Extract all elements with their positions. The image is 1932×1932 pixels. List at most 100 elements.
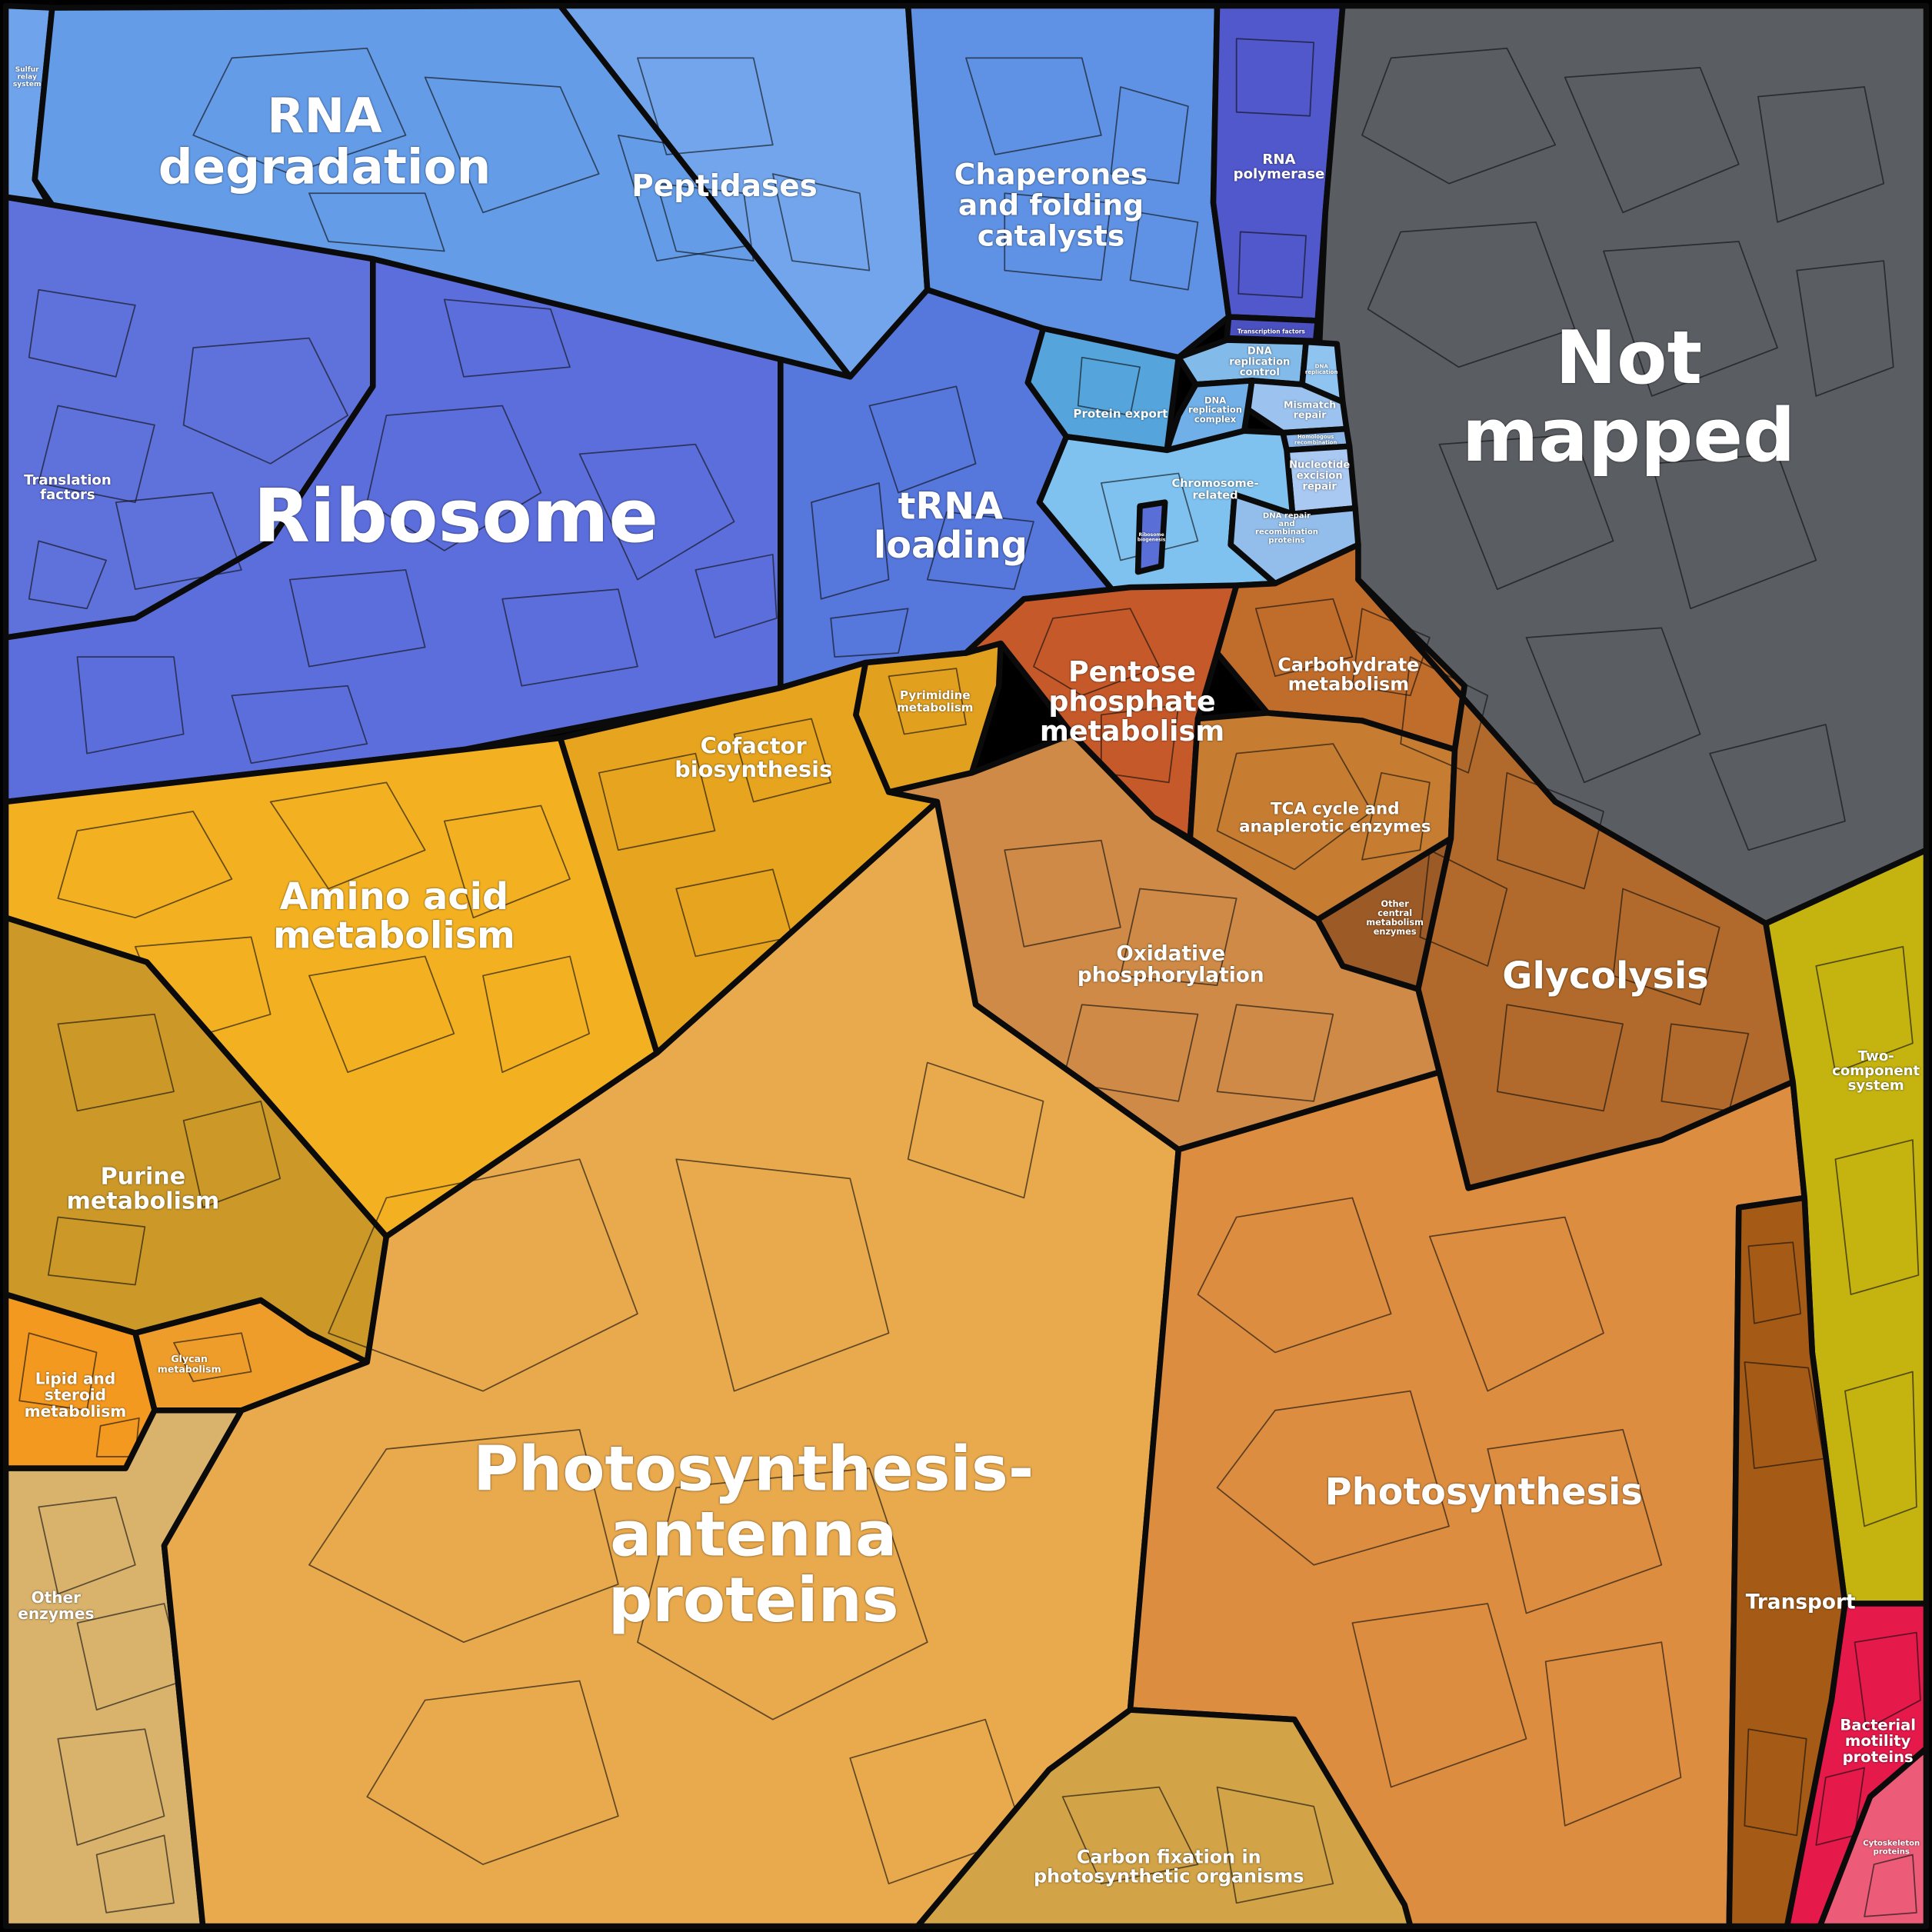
label-carbon-fixation: Carbon fixation inphotosynthetic organis…	[1034, 1846, 1304, 1887]
subcell-ribosome-0	[182, 337, 349, 465]
subcell-two-component-system-2	[1844, 1371, 1917, 1527]
subcell-cofactor-biosynthesis-0	[598, 752, 716, 851]
subcell-photosynthesis-3	[1487, 1429, 1663, 1614]
subcell-chromosome-related-0	[1100, 472, 1199, 561]
subcell-peptidases-1	[771, 173, 871, 271]
subcell-photosynthesis-5	[1544, 1641, 1682, 1827]
label-pentose-phosphate-metabolism: Pentose phosphate metabolism	[1040, 655, 1224, 748]
subcell-chaperones-folding-catalysts-1	[1110, 86, 1189, 185]
subcell-not-mapped-7	[1651, 453, 1817, 610]
subcell-translation-factors-0	[28, 288, 136, 378]
label-bacterial-motility-proteins: Bacterialmotilityproteins	[1840, 1716, 1916, 1766]
label-rna-degradation: RNA degradation	[158, 88, 491, 195]
subcell-photosynthesis-antenna-proteins-6	[907, 1061, 1044, 1199]
region-ribosome-biogenesis	[1134, 499, 1168, 575]
subcell-glycolysis-2	[1612, 888, 1720, 1006]
subcell-two-component-system-0	[1815, 946, 1914, 1074]
subcell-not-mapped-8	[1525, 627, 1701, 784]
subcell-ribosome-4	[288, 569, 426, 668]
subcell-amino-acid-metabolism-1	[269, 781, 426, 890]
subcell-cofactor-biosynthesis-1	[733, 718, 832, 803]
label-purine-metabolism: Purine metabolism	[66, 1163, 219, 1214]
subcell-lipid-steroid-metabolism-0	[18, 1332, 98, 1411]
subcell-bacterial-motility-proteins-0	[1854, 1631, 1921, 1730]
subcell-purine-metabolism-0	[57, 1013, 175, 1112]
label-sulfur-relay-system: Sulfurrelaysystem	[13, 66, 42, 88]
subcell-not-mapped-1	[1564, 67, 1740, 214]
subcell-pentose-phosphate-metabolism-1	[1100, 705, 1180, 784]
subcell-photosynthesis-1	[1429, 1216, 1604, 1392]
label-transcription-factors: Transcription factors	[1237, 328, 1306, 335]
label-other-central-metabolism-enzymes: Othercentralmetabolismenzymes	[1366, 899, 1424, 937]
subcell-photosynthesis-antenna-proteins-1	[675, 1158, 890, 1392]
subcell-oxidative-phosphorylation-1	[1120, 888, 1237, 986]
subcell-not-mapped-4	[1603, 241, 1778, 397]
label-ribosome-biogenesis: Ribosomebiogenesis	[1138, 532, 1166, 542]
subcell-transport-0	[1747, 1241, 1802, 1324]
subcell-photosynthesis-antenna-proteins-3	[637, 1467, 928, 1720]
subcell-photosynthesis-antenna-proteins-0	[328, 1158, 638, 1392]
subcell-other-enzymes-3	[95, 1834, 175, 1914]
label-translation-factors: Translationfactors	[24, 472, 112, 503]
subcell-other-enzymes-2	[57, 1728, 165, 1846]
subcell-ribosome-1	[366, 405, 542, 551]
subcell-amino-acid-metabolism-4	[308, 955, 455, 1074]
subcell-transport-1	[1744, 1361, 1825, 1469]
label-peptidases: Peptidases	[631, 169, 818, 204]
subcell-protein-export-0	[1077, 356, 1141, 416]
subcell-ribosome-5	[501, 588, 638, 687]
label-chromosome-related: Chromosome-related	[1172, 477, 1259, 501]
subcell-pentose-phosphate-metabolism-0	[1033, 608, 1161, 697]
subcell-carbon-fixation-0	[1061, 1786, 1199, 1885]
subcell-two-component-system-1	[1834, 1139, 1920, 1295]
label-nucleotide-excision-repair: Nucleotideexcisionrepair	[1289, 460, 1350, 493]
label-glycolysis: Glycolysis	[1502, 955, 1708, 998]
subcell-glycolysis-1	[1496, 771, 1604, 890]
label-photosynthesis: Photosynthesis	[1325, 1471, 1643, 1514]
subcell-glycan-metabolism-0	[173, 1332, 252, 1382]
subcell-ribosome-2	[578, 443, 735, 581]
label-oxidative-phosphorylation: Oxidative phosphorylation	[1078, 943, 1264, 988]
subcell-photosynthesis-antenna-proteins-2	[308, 1429, 619, 1644]
subcell-other-enzymes-0	[38, 1496, 136, 1595]
subcell-tca-cycle-0	[1216, 743, 1373, 871]
label-glycan-metabolism: Glycanmetabolism	[158, 1353, 222, 1374]
label-not-mapped: Not mapped	[1462, 315, 1796, 478]
subcell-rna-polymerase-1	[1237, 231, 1307, 298]
subcell-ribosome-3	[115, 491, 242, 591]
subcell-cytoskeleton-proteins-0	[1864, 1854, 1917, 1917]
subcell-amino-acid-metabolism-2	[443, 804, 571, 919]
label-trna-loading: tRNA loading	[874, 486, 1028, 568]
label-dna-replication: DNAreplication	[1305, 363, 1338, 375]
label-amino-acid-metabolism: Amino acid metabolism	[273, 876, 515, 958]
subcell-translation-factors-2	[28, 540, 108, 610]
label-transport: Transport	[1746, 1591, 1856, 1614]
label-chaperones-folding-catalysts: Chaperones and folding catalysts	[954, 158, 1148, 253]
label-carbohydrate-metabolism: Carbohydratemetabolism	[1277, 654, 1419, 695]
subcell-not-mapped-3	[1367, 222, 1576, 368]
subcell-trna-loading-1	[926, 511, 1034, 591]
subcell-transport-2	[1744, 1728, 1807, 1837]
label-homologous-recombination: Homologousrecombination	[1294, 434, 1337, 445]
subcell-not-mapped-0	[1361, 47, 1557, 185]
subcell-chaperones-folding-catalysts-2	[1004, 192, 1112, 281]
subcell-rna-degradation-3	[308, 192, 445, 252]
subcell-rna-polymerase-0	[1235, 38, 1315, 117]
label-lipid-steroid-metabolism: Lipid andsteroidmetabolism	[25, 1369, 126, 1421]
subcell-translation-factors-1	[38, 405, 155, 503]
subcell-not-mapped-9	[1709, 724, 1846, 851]
subcell-oxidative-phosphorylation-3	[1216, 1004, 1334, 1102]
subcell-tca-cycle-1	[1361, 771, 1431, 861]
subcell-purine-metabolism-2	[47, 1216, 146, 1286]
subcell-oxidative-phosphorylation-2	[1061, 1004, 1199, 1102]
label-photosynthesis-antenna-proteins: Photosynthesis-antenna proteins	[473, 1432, 1034, 1635]
subcell-purine-metabolism-1	[182, 1100, 281, 1208]
subcell-ribosome-6	[695, 554, 778, 638]
subcell-carbon-fixation-1	[1216, 1786, 1334, 1904]
subcell-rna-degradation-1	[424, 76, 600, 214]
label-dna-repair-recombination-proteins: DNA repairandrecombinationproteins	[1255, 511, 1318, 545]
subcell-trna-loading-0	[868, 385, 977, 494]
label-cytoskeleton-proteins: Cytoskeletonproteins	[1863, 1840, 1920, 1857]
label-dna-replication-control: DNAreplicationcontrol	[1229, 345, 1290, 378]
label-pyrimidine-metabolism: Pyrimidinemetabolism	[897, 688, 973, 715]
